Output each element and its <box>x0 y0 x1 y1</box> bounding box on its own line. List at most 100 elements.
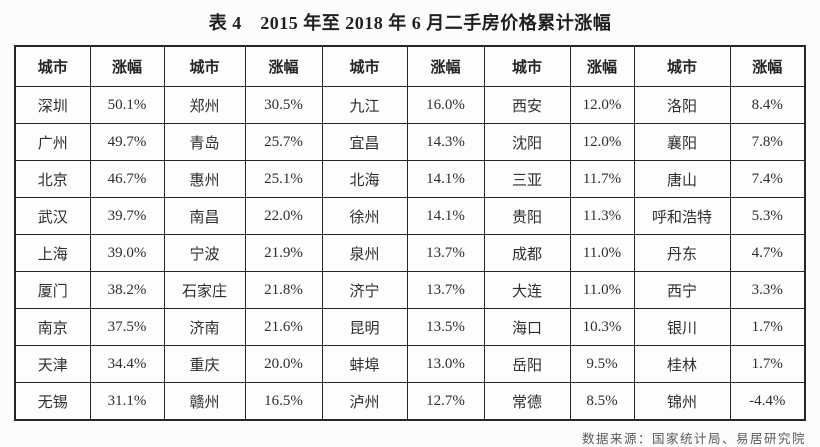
change-cell: 14.3% <box>406 123 485 161</box>
column-header-change: 涨幅 <box>89 45 165 87</box>
city-cell: 岳阳 <box>483 345 571 383</box>
city-cell: 济南 <box>163 308 246 346</box>
city-cell: 石家庄 <box>163 271 246 309</box>
city-cell: 无锡 <box>14 382 91 421</box>
city-cell: 常德 <box>483 382 571 421</box>
column-header-change: 涨幅 <box>569 45 635 87</box>
table-title: 表 4 2015 年至 2018 年 6 月二手房价格累计涨幅 <box>208 13 612 33</box>
city-cell: 济宁 <box>321 271 408 309</box>
change-cell: 12.0% <box>569 123 635 161</box>
city-cell: 深圳 <box>14 86 91 124</box>
city-cell: 唐山 <box>633 160 731 198</box>
change-cell: -4.4% <box>729 382 806 421</box>
change-cell: 31.1% <box>89 382 165 421</box>
change-cell: 39.7% <box>89 197 165 235</box>
change-cell: 12.0% <box>569 86 635 124</box>
change-cell: 46.7% <box>89 160 165 198</box>
city-cell: 赣州 <box>163 382 246 421</box>
city-cell: 郑州 <box>163 86 246 124</box>
change-cell: 3.3% <box>729 271 806 309</box>
column-header-city: 城市 <box>321 45 408 87</box>
city-cell: 成都 <box>483 234 571 272</box>
change-cell: 16.5% <box>244 382 323 421</box>
table-row: 无锡 31.1% 赣州 16.5% 泸州 12.7% 常德 8.5% 锦州 -4.4% <box>14 382 806 421</box>
table-row: 广州 49.7% 青岛 25.7% 宜昌 14.3% 沈阳 12.0% 襄阳 7.8% <box>14 123 806 161</box>
city-cell: 惠州 <box>163 160 246 198</box>
change-cell: 13.7% <box>406 234 485 272</box>
change-cell: 13.7% <box>406 271 485 309</box>
column-header-city: 城市 <box>163 45 246 87</box>
table-row: 武汉 39.7% 南昌 22.0% 徐州 14.1% 贵阳 11.3% 呼和浩特 5.3% <box>14 197 806 235</box>
change-cell: 16.0% <box>406 86 485 124</box>
change-cell: 8.4% <box>729 86 806 124</box>
change-cell: 4.7% <box>729 234 806 272</box>
city-cell: 宜昌 <box>321 123 408 161</box>
city-cell: 青岛 <box>163 123 246 161</box>
change-cell: 21.6% <box>244 308 323 346</box>
city-cell: 九江 <box>321 86 408 124</box>
city-cell: 西安 <box>483 86 571 124</box>
city-cell: 大连 <box>483 271 571 309</box>
table-row: 天津 34.4% 重庆 20.0% 蚌埠 13.0% 岳阳 9.5% 桂林 1.7% <box>14 345 806 383</box>
city-cell: 徐州 <box>321 197 408 235</box>
change-cell: 7.8% <box>729 123 806 161</box>
city-cell: 丹东 <box>633 234 731 272</box>
change-cell: 39.0% <box>89 234 165 272</box>
change-cell: 38.2% <box>89 271 165 309</box>
change-cell: 14.1% <box>406 160 485 198</box>
city-cell: 武汉 <box>14 197 91 235</box>
city-cell: 西宁 <box>633 271 731 309</box>
city-cell: 北京 <box>14 160 91 198</box>
change-cell: 49.7% <box>89 123 165 161</box>
change-cell: 12.7% <box>406 382 485 421</box>
change-cell: 13.0% <box>406 345 485 383</box>
change-cell: 30.5% <box>244 86 323 124</box>
city-cell: 洛阳 <box>633 86 731 124</box>
table-row: 北京 46.7% 惠州 25.1% 北海 14.1% 三亚 11.7% 唐山 7.4% <box>14 160 806 198</box>
city-cell: 呼和浩特 <box>633 197 731 235</box>
table-row: 深圳 50.1% 郑州 30.5% 九江 16.0% 西安 12.0% 洛阳 8.4% <box>14 86 806 124</box>
city-cell: 宁波 <box>163 234 246 272</box>
table-body: 深圳 50.1% 郑州 30.5% 九江 16.0% 西安 12.0% 洛阳 8.4% 广州 49.7… <box>14 86 806 421</box>
change-cell: 11.0% <box>569 271 635 309</box>
city-cell: 泉州 <box>321 234 408 272</box>
change-cell: 5.3% <box>729 197 806 235</box>
city-cell: 海口 <box>483 308 571 346</box>
city-cell: 桂林 <box>633 345 731 383</box>
city-cell: 南京 <box>14 308 91 346</box>
city-cell: 沈阳 <box>483 123 571 161</box>
change-cell: 50.1% <box>89 86 165 124</box>
change-cell: 37.5% <box>89 308 165 346</box>
city-cell: 北海 <box>321 160 408 198</box>
column-header-change: 涨幅 <box>406 45 485 87</box>
change-cell: 7.4% <box>729 160 806 198</box>
change-cell: 21.8% <box>244 271 323 309</box>
table-row: 上海 39.0% 宁波 21.9% 泉州 13.7% 成都 11.0% 丹东 4.7% <box>14 234 806 272</box>
city-cell: 襄阳 <box>633 123 731 161</box>
city-cell: 广州 <box>14 123 91 161</box>
change-cell: 34.4% <box>89 345 165 383</box>
table-row: 南京 37.5% 济南 21.6% 昆明 13.5% 海口 10.3% 银川 1.7% <box>14 308 806 346</box>
column-header-city: 城市 <box>14 45 91 87</box>
column-header-city: 城市 <box>483 45 571 87</box>
change-cell: 8.5% <box>569 382 635 421</box>
column-header-city: 城市 <box>633 45 731 87</box>
change-cell: 11.3% <box>569 197 635 235</box>
change-cell: 25.1% <box>244 160 323 198</box>
city-cell: 上海 <box>14 234 91 272</box>
change-cell: 9.5% <box>569 345 635 383</box>
city-cell: 泸州 <box>321 382 408 421</box>
change-cell: 13.5% <box>406 308 485 346</box>
city-cell: 蚌埠 <box>321 345 408 383</box>
change-cell: 11.7% <box>569 160 635 198</box>
table-row: 厦门 38.2% 石家庄 21.8% 济宁 13.7% 大连 11.0% 西宁 3.3% <box>14 271 806 309</box>
change-cell: 1.7% <box>729 308 806 346</box>
change-cell: 20.0% <box>244 345 323 383</box>
city-cell: 银川 <box>633 308 731 346</box>
city-cell: 南昌 <box>163 197 246 235</box>
table-header-row: 城市 涨幅 城市 涨幅 城市 涨幅 城市 涨幅 城市 涨幅 <box>14 45 806 87</box>
change-cell: 22.0% <box>244 197 323 235</box>
city-cell: 贵阳 <box>483 197 571 235</box>
city-cell: 三亚 <box>483 160 571 198</box>
city-cell: 重庆 <box>163 345 246 383</box>
